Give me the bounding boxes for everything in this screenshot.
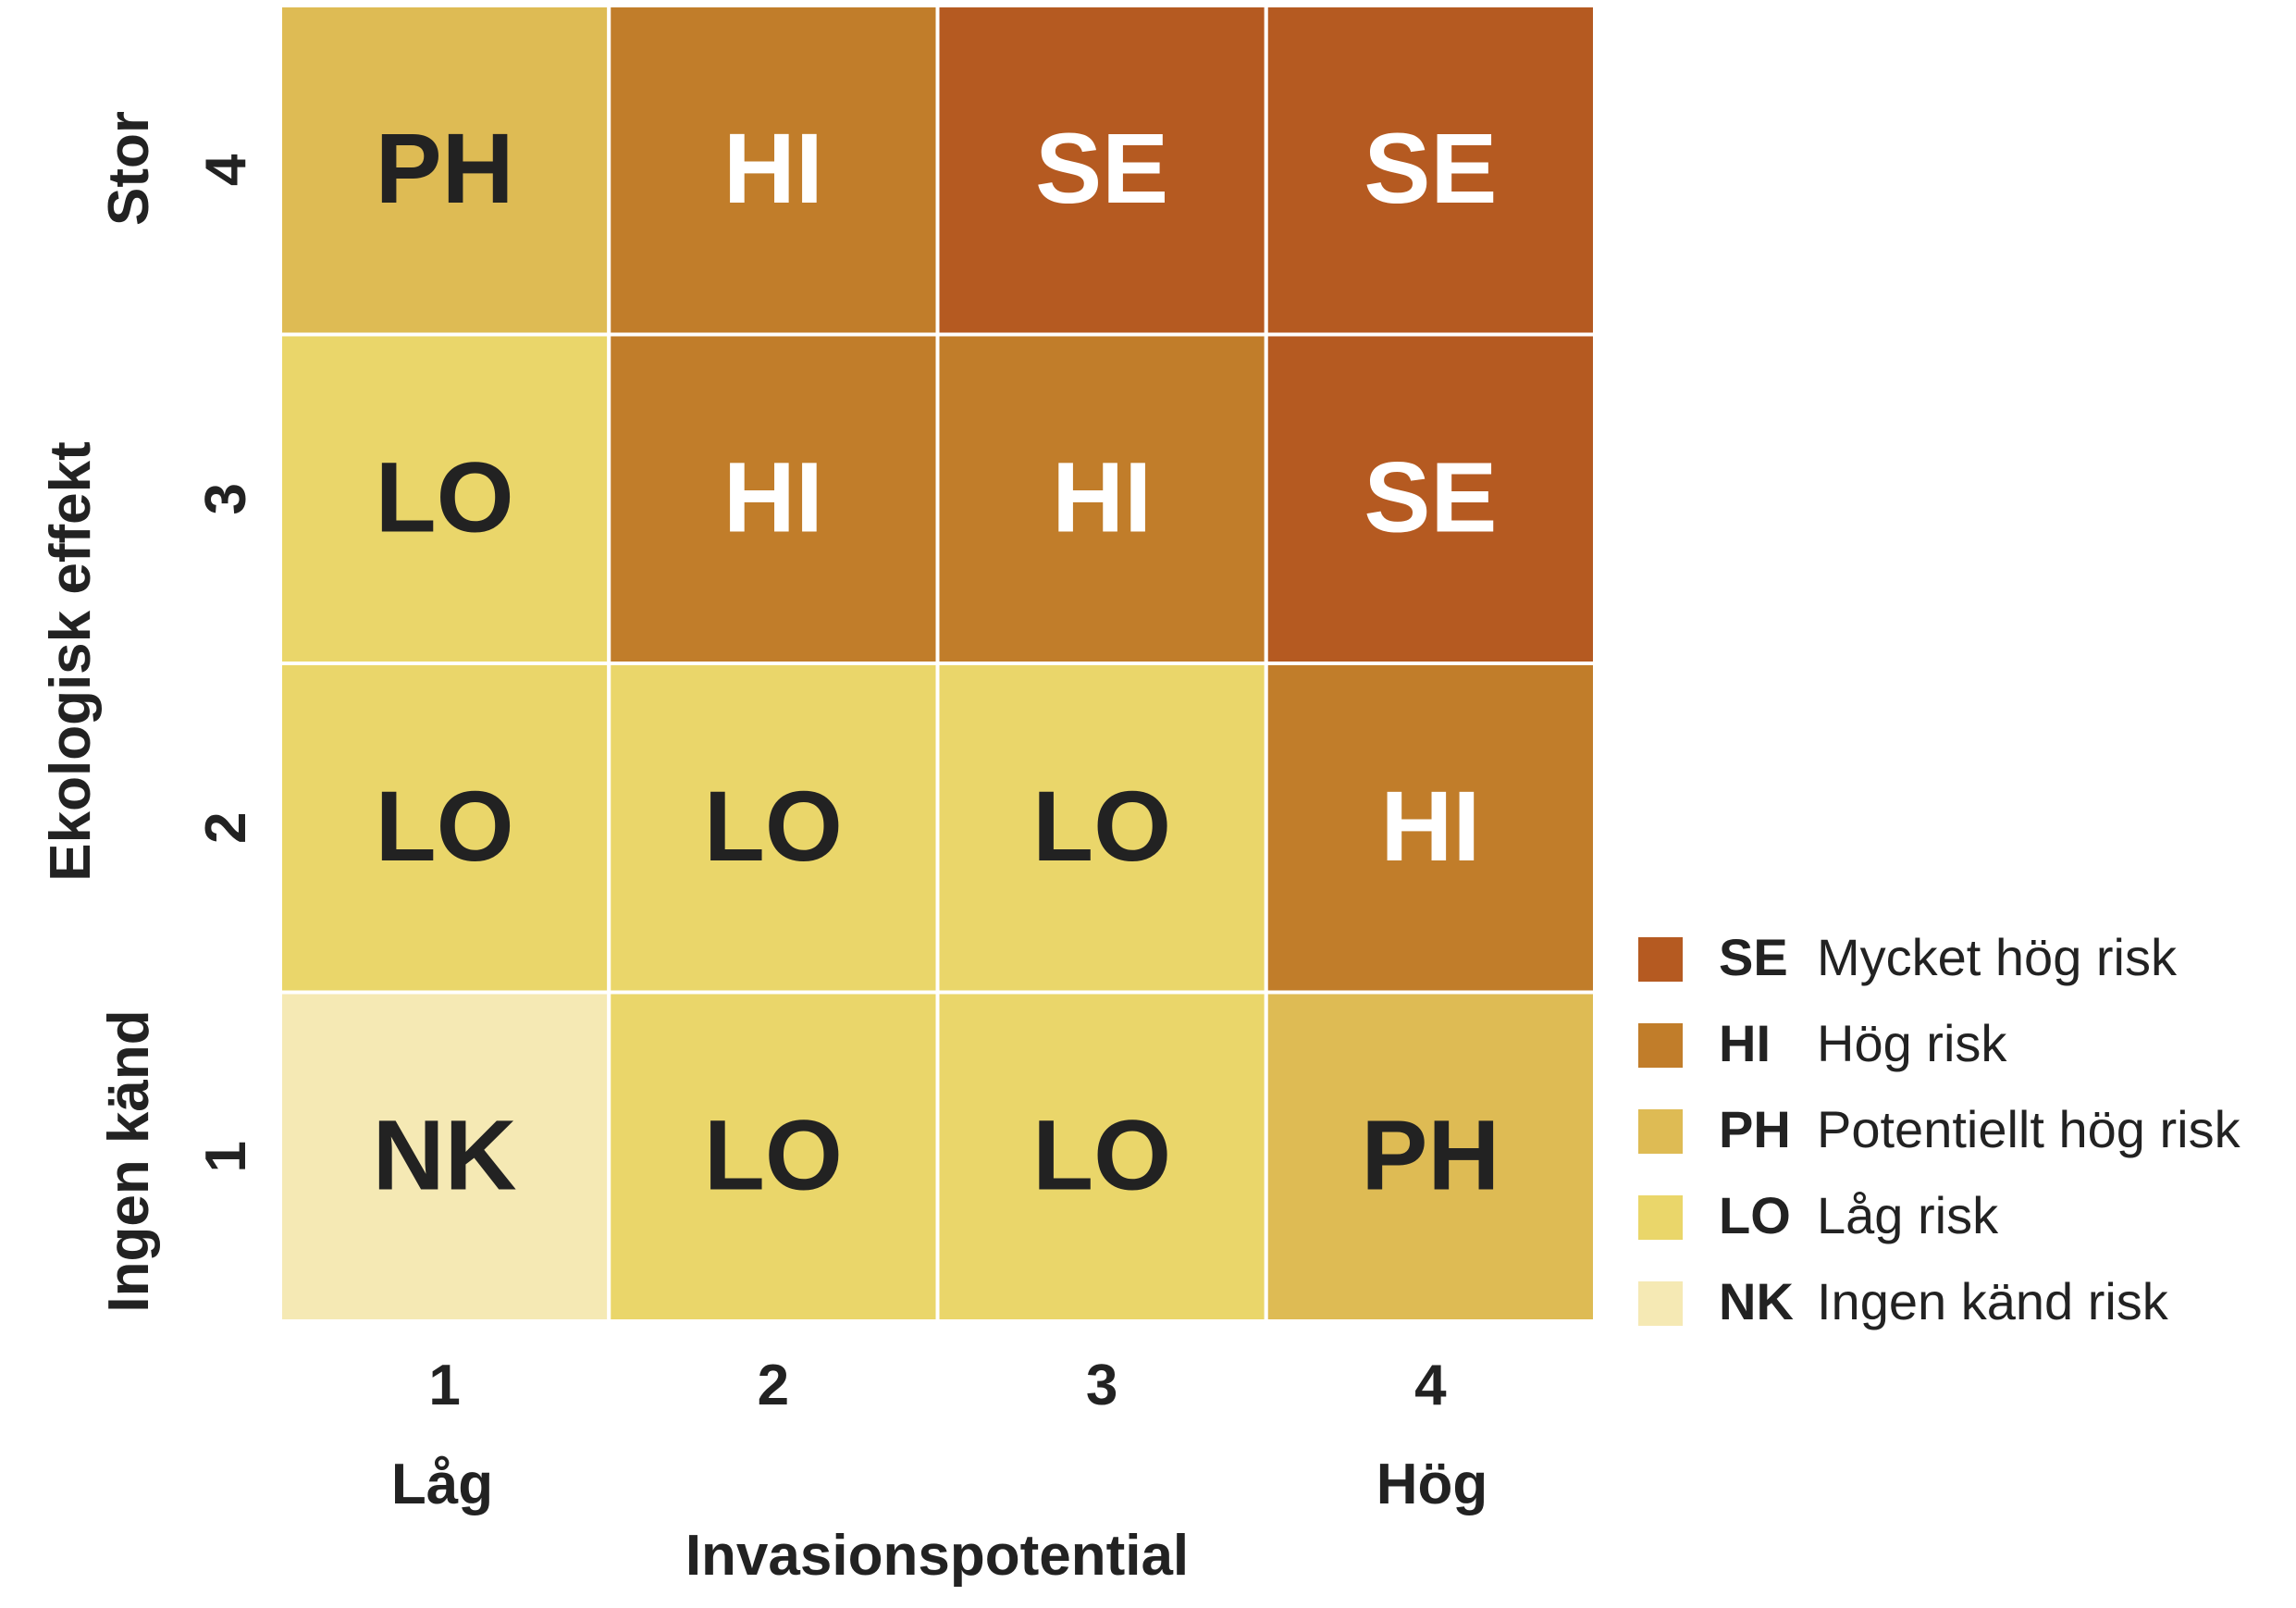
x-axis-low-label: Låg: [391, 1453, 493, 1516]
heatmap-cell: [1264, 4, 1597, 337]
legend-label: Potentiellt hög risk: [1817, 1100, 2241, 1158]
cell-label: LO: [704, 770, 843, 882]
x-tick-label: 2: [758, 1354, 789, 1417]
heatmap-cell: [607, 4, 940, 337]
y-tick-label: 4: [194, 154, 258, 186]
cell-label: HI: [1380, 770, 1480, 882]
cell-label: PH: [376, 112, 514, 224]
heatmap-cell: [607, 990, 940, 1323]
legend-swatch: [1638, 1281, 1683, 1326]
cell-label: HI: [723, 440, 823, 552]
cell-label: SE: [1364, 112, 1497, 224]
y-axis-high-label: Stor: [97, 111, 161, 226]
legend-label: Mycket hög risk: [1817, 928, 2178, 986]
cell-label: HI: [723, 112, 823, 224]
cell-label: LO: [376, 770, 514, 882]
cell-label: HI: [1052, 440, 1152, 552]
legend-swatch: [1638, 937, 1683, 982]
legend-swatch: [1638, 1109, 1683, 1154]
y-tick-label: 2: [194, 812, 258, 844]
x-axis-ticks: 1 2 3 4: [428, 1354, 1447, 1417]
legend-swatch: [1638, 1195, 1683, 1240]
y-axis-low-label: Ingen känd: [97, 1009, 161, 1312]
cell-label: NK: [373, 1098, 517, 1210]
x-axis-title: Invasionspotential: [685, 1524, 1189, 1588]
legend: SE Mycket hög risk HI Hög risk PH Potentiellt…: [1638, 928, 2241, 1330]
heatmap-cell: [1264, 662, 1597, 995]
x-axis-high-label: Hög: [1376, 1453, 1488, 1516]
heatmap-cell: [935, 4, 1268, 337]
heatmap-cell: [935, 990, 1268, 1323]
legend-label: Ingen känd risk: [1817, 1272, 2169, 1330]
cell-label: LO: [704, 1098, 843, 1210]
x-tick-label: 1: [428, 1354, 460, 1417]
cell-label: LO: [1032, 770, 1171, 882]
heatmap-cell: [278, 990, 611, 1323]
legend-code: SE: [1719, 928, 1788, 986]
heatmap-cell: [278, 332, 611, 665]
cell-label: SE: [1364, 440, 1497, 552]
cell-label: SE: [1035, 112, 1168, 224]
cell-label: PH: [1361, 1098, 1500, 1210]
x-tick-label: 4: [1414, 1354, 1447, 1417]
legend-code: HI: [1719, 1014, 1771, 1072]
y-axis-title: Ekologisk effekt: [39, 441, 103, 881]
x-tick-label: 3: [1086, 1354, 1117, 1417]
heatmap-cell: [278, 4, 611, 337]
heatmap-cell: [607, 332, 940, 665]
legend-label: Låg risk: [1817, 1186, 1999, 1244]
legend-label: Hög risk: [1817, 1014, 2007, 1072]
y-axis-ticks: 1 2 3 4: [194, 154, 258, 1173]
cell-label: LO: [376, 440, 514, 552]
cell-label: LO: [1032, 1098, 1171, 1210]
legend-code: PH: [1719, 1100, 1791, 1158]
heatmap-cell: [1264, 332, 1597, 665]
heatmap-cell: [607, 662, 940, 995]
legend-swatch: [1638, 1023, 1683, 1068]
y-tick-label: 1: [194, 1141, 258, 1172]
legend-code: LO: [1719, 1186, 1791, 1244]
heatmap-cell: [1264, 990, 1597, 1323]
legend-code: NK: [1719, 1272, 1794, 1330]
heatmap-cells: PH HI SE SE LO HI HI SE LO LO LO HI NK LO LO PH: [278, 4, 1597, 1323]
y-tick-label: 3: [194, 483, 258, 514]
